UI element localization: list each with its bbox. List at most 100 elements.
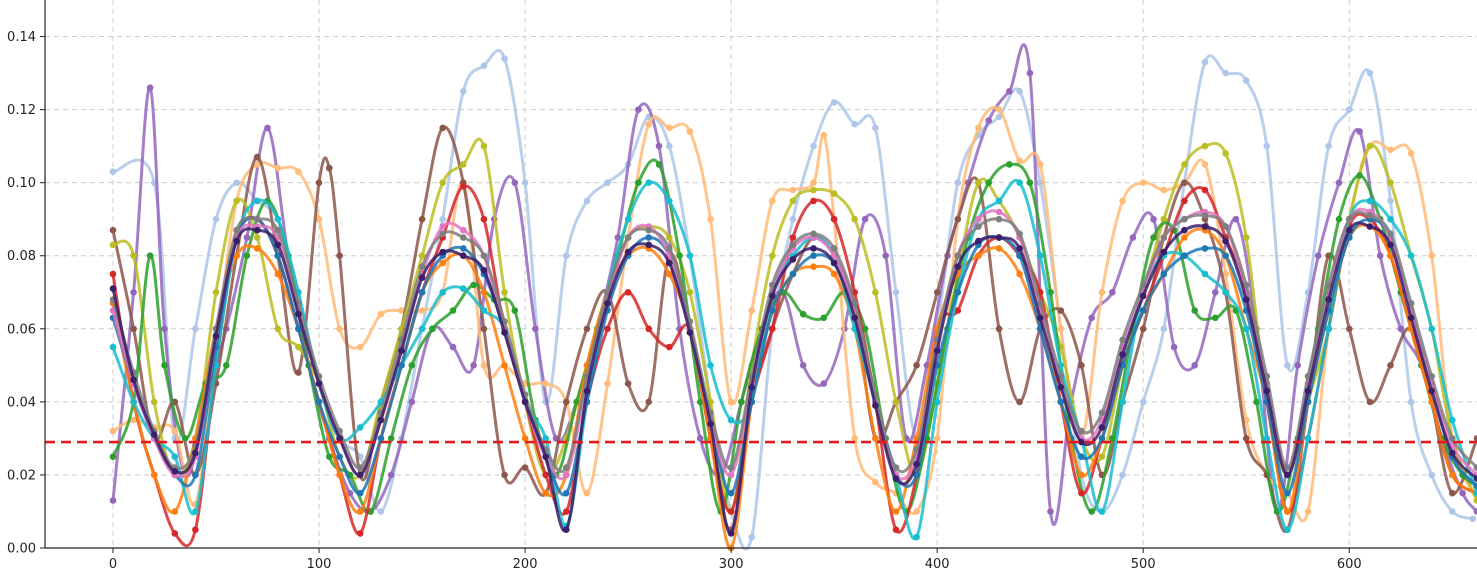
data-point xyxy=(820,131,828,139)
data-point xyxy=(1449,449,1456,457)
data-point xyxy=(830,270,838,278)
data-point xyxy=(913,533,920,541)
axes: 0 100 200 300 400 500 600 0.00 0.02 0.04 0.06 0.08 0… xyxy=(7,0,1477,572)
data-point xyxy=(1473,489,1477,497)
data-point xyxy=(150,431,158,439)
data-point xyxy=(975,237,982,245)
data-point xyxy=(356,471,364,479)
data-point xyxy=(892,398,900,406)
data-point xyxy=(109,453,117,461)
data-point xyxy=(1473,435,1477,442)
data-point xyxy=(1119,336,1126,344)
data-point xyxy=(995,113,1003,121)
data-point xyxy=(1242,325,1250,333)
data-point xyxy=(315,215,323,223)
data-point xyxy=(1407,150,1415,157)
data-point xyxy=(1356,128,1363,135)
data-point xyxy=(666,234,673,241)
series-12 xyxy=(109,221,1477,537)
data-point xyxy=(264,124,271,132)
data-point xyxy=(810,197,817,205)
data-point xyxy=(1088,508,1095,515)
data-point xyxy=(439,230,447,238)
data-point xyxy=(171,530,179,537)
data-point xyxy=(1222,150,1229,157)
data-point xyxy=(1387,197,1394,205)
data-point xyxy=(645,234,652,241)
data-point xyxy=(830,99,838,106)
data-point xyxy=(1284,464,1291,471)
data-point xyxy=(356,508,364,515)
data-point xyxy=(933,435,941,442)
data-point xyxy=(954,179,962,186)
data-point xyxy=(810,186,817,194)
data-point xyxy=(985,179,992,186)
data-point xyxy=(1026,179,1034,186)
data-point xyxy=(150,471,158,479)
data-point xyxy=(748,307,755,314)
data-point xyxy=(1181,226,1188,234)
data-point xyxy=(1366,212,1374,219)
data-point xyxy=(146,252,154,259)
data-point xyxy=(480,62,488,70)
data-point xyxy=(1222,223,1229,230)
data-point xyxy=(1088,314,1095,322)
data-point xyxy=(1057,307,1065,314)
data-point xyxy=(418,289,426,296)
data-point xyxy=(563,398,570,406)
data-point xyxy=(1346,226,1353,234)
data-point xyxy=(1026,69,1034,77)
data-point xyxy=(1119,197,1126,205)
data-point xyxy=(1387,362,1394,369)
data-point xyxy=(1139,281,1147,289)
data-point xyxy=(1469,515,1477,523)
data-point xyxy=(892,508,900,515)
data-point xyxy=(995,106,1003,113)
data-point xyxy=(995,215,1003,223)
data-point xyxy=(356,464,364,471)
data-point xyxy=(181,435,189,442)
data-point xyxy=(645,179,652,186)
data-point xyxy=(315,179,323,186)
data-point xyxy=(1315,252,1322,259)
data-point xyxy=(356,343,364,351)
data-point xyxy=(233,179,240,186)
data-point xyxy=(830,259,838,267)
data-point xyxy=(253,245,261,252)
data-point xyxy=(666,270,673,278)
data-point xyxy=(635,179,642,186)
data-point xyxy=(449,343,457,351)
data-point xyxy=(882,252,889,259)
data-point xyxy=(130,325,137,333)
data-point xyxy=(274,215,282,223)
data-point xyxy=(748,384,755,391)
data-point xyxy=(707,362,714,369)
data-point xyxy=(1428,373,1435,380)
x-tick-label: 100 xyxy=(307,557,332,572)
data-point xyxy=(892,475,900,482)
data-point xyxy=(1294,362,1301,369)
data-point xyxy=(1078,453,1085,461)
data-point xyxy=(233,197,240,205)
data-point xyxy=(604,380,611,387)
data-point xyxy=(1139,179,1147,186)
data-point xyxy=(470,281,477,289)
data-point xyxy=(686,128,694,135)
data-point xyxy=(789,241,797,249)
data-point xyxy=(356,489,364,497)
data-point xyxy=(1222,289,1229,296)
data-point xyxy=(326,453,333,461)
data-point xyxy=(707,420,714,428)
data-point xyxy=(460,88,467,95)
data-point xyxy=(851,435,858,442)
data-point xyxy=(1428,387,1435,395)
data-point xyxy=(624,248,632,256)
data-point xyxy=(1304,435,1312,442)
data-point xyxy=(1160,234,1168,241)
data-point xyxy=(1253,398,1260,406)
data-point xyxy=(1057,325,1065,333)
x-tick-label: 300 xyxy=(719,557,744,572)
y-tick-label: 0.02 xyxy=(7,468,36,483)
data-point xyxy=(563,526,570,533)
data-point xyxy=(1366,69,1374,77)
